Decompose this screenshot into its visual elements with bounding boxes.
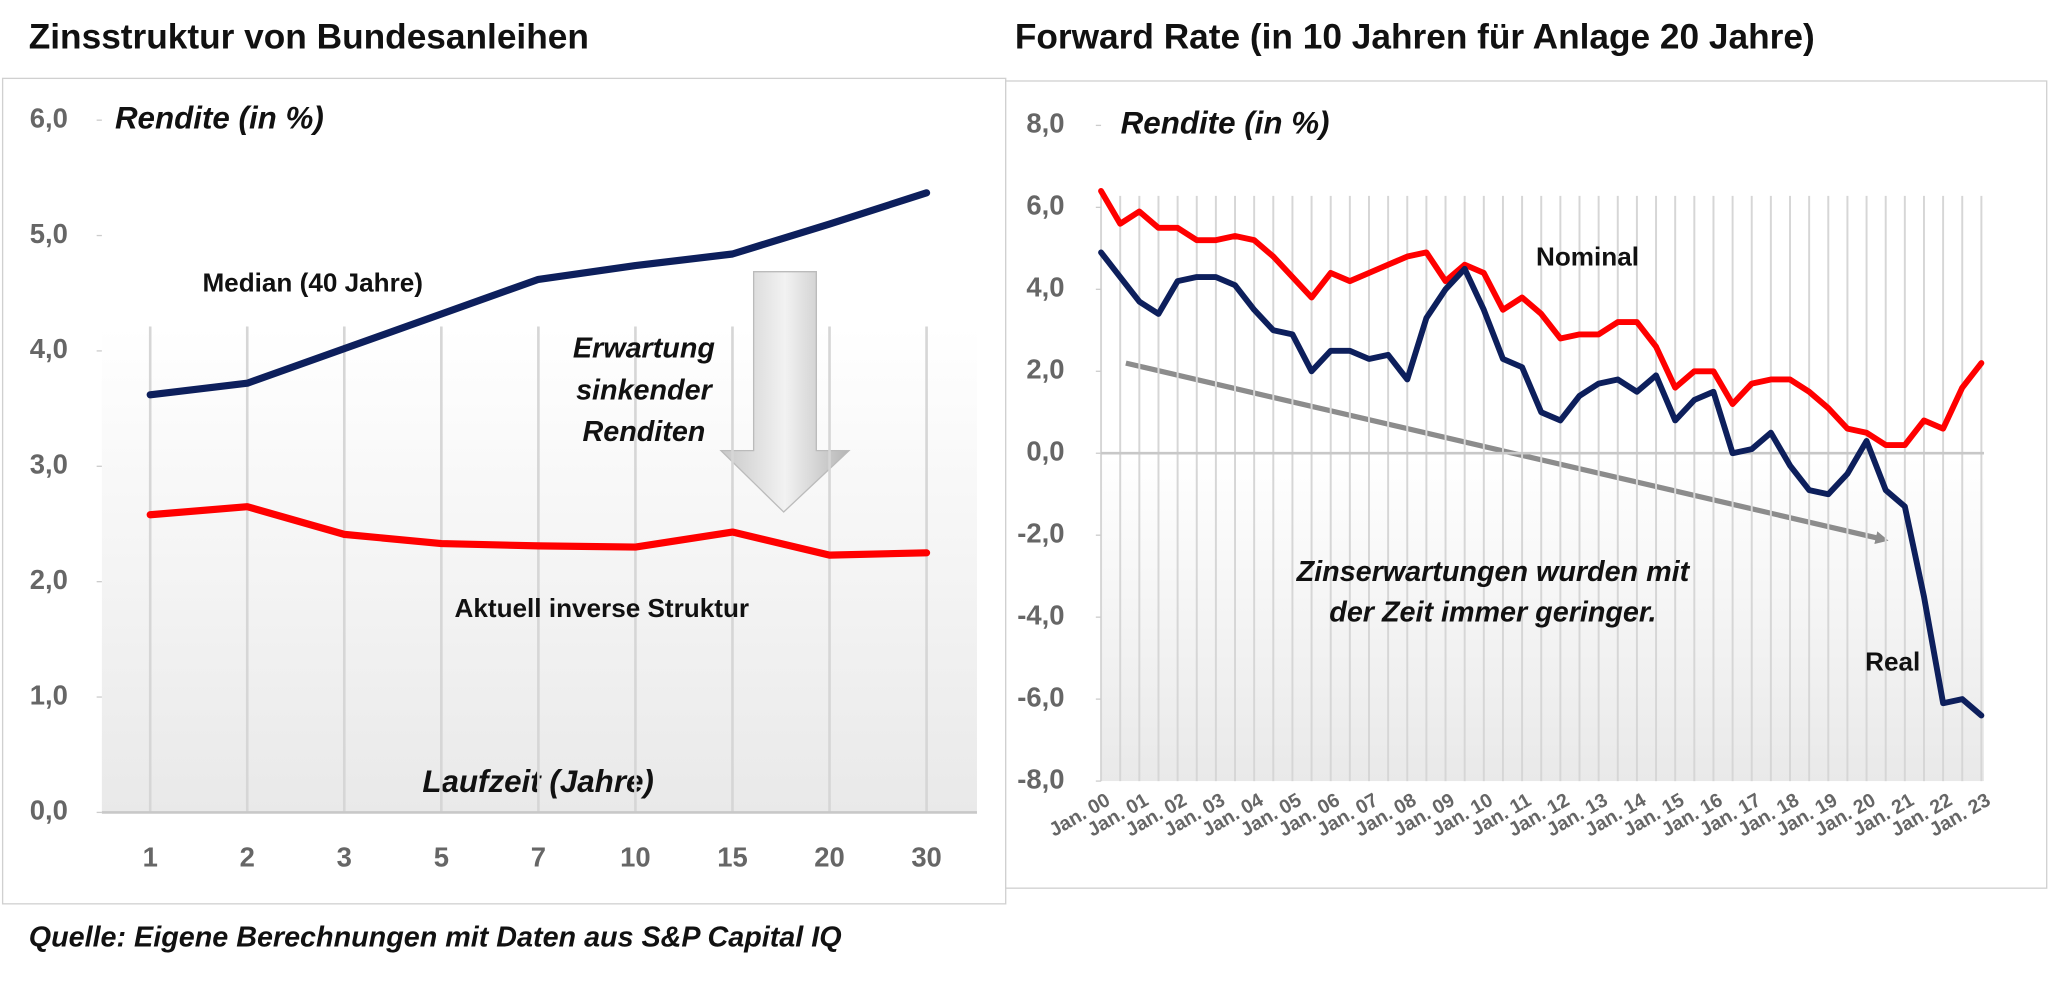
x-tick-label: 2 xyxy=(240,842,255,873)
y-axis-label: Rendite (in %) xyxy=(115,100,324,135)
x-tick-label: 10 xyxy=(620,842,650,873)
series-label: Median (40 Jahre) xyxy=(202,268,423,298)
y-tick-label: 8,0 xyxy=(1026,108,1064,139)
y-tick-label: 2,0 xyxy=(1026,354,1064,385)
x-tick-label: 20 xyxy=(814,842,844,873)
x-tick-label: 15 xyxy=(717,842,747,873)
plot-background xyxy=(1101,457,1984,782)
series-label: Aktuell inverse Struktur xyxy=(455,593,750,623)
trend-arrow xyxy=(1125,360,1889,545)
y-tick-label: 5,0 xyxy=(30,218,68,249)
x-tick-label: 30 xyxy=(911,842,941,873)
y-tick-label: 2,0 xyxy=(30,564,68,595)
down-arrow xyxy=(719,271,851,513)
y-tick-label: 0,0 xyxy=(1026,435,1064,466)
chart-title: Forward Rate (in 10 Jahren für Anlage 20… xyxy=(1015,18,1815,57)
series-line xyxy=(1098,188,1985,448)
series-line xyxy=(146,503,931,559)
y-tick-label: 1,0 xyxy=(30,679,68,710)
annotation: sinkender xyxy=(576,374,713,406)
y-tick-label: -4,0 xyxy=(1017,599,1064,630)
annotation: der Zeit immer geringer. xyxy=(1329,596,1656,628)
y-tick-label: 4,0 xyxy=(30,333,68,364)
x-tick-label: 3 xyxy=(337,842,352,873)
y-tick-label: -6,0 xyxy=(1017,681,1064,712)
x-tick-label: 1 xyxy=(143,842,158,873)
series-label: Nominal xyxy=(1536,242,1639,272)
annotation: Erwartung xyxy=(573,333,715,365)
x-tick-label: 5 xyxy=(434,842,449,873)
source-note: Quelle: Eigene Berechnungen mit Daten au… xyxy=(29,922,842,954)
y-tick-label: 0,0 xyxy=(30,795,68,826)
y-tick-label: 3,0 xyxy=(30,449,68,480)
y-tick-label: -2,0 xyxy=(1017,517,1064,548)
annotation: Zinserwartungen wurden mit xyxy=(1296,556,1691,588)
x-tick-label: 7 xyxy=(531,842,546,873)
y-tick-label: 4,0 xyxy=(1026,272,1064,303)
annotation: Renditen xyxy=(582,416,705,448)
series-label: Real xyxy=(1865,646,1920,676)
y-tick-label: 6,0 xyxy=(1026,190,1064,221)
series-line xyxy=(1098,249,1985,719)
series-line xyxy=(146,189,931,399)
chart-title: Zinsstruktur von Bundesanleihen xyxy=(29,18,589,57)
y-tick-label: -8,0 xyxy=(1017,763,1064,794)
y-axis-label: Rendite (in %) xyxy=(1121,106,1330,141)
y-tick-label: 6,0 xyxy=(30,102,68,133)
